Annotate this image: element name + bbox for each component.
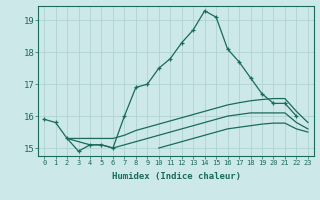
X-axis label: Humidex (Indice chaleur): Humidex (Indice chaleur) bbox=[111, 172, 241, 181]
